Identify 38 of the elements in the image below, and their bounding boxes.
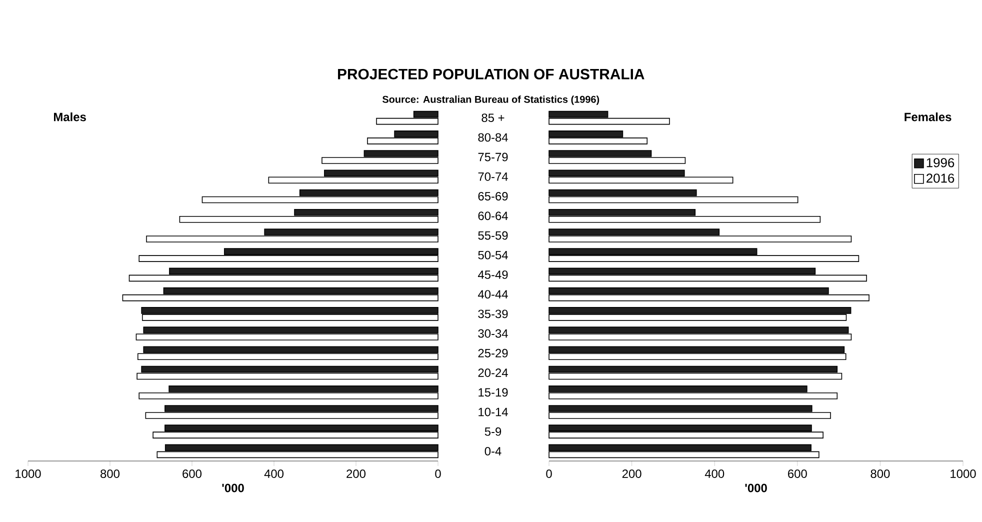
x-tick-label: 200 (346, 470, 366, 478)
y-tick-label: 5-9 (484, 427, 502, 436)
x-tick-label: 800 (100, 470, 120, 478)
x-tick-label: 600 (788, 470, 807, 478)
x-tick-label: 0 (435, 470, 441, 478)
y-tick-label: 20-24 (478, 368, 508, 377)
text: Source: Australian Bureau of Statistics (1996) (382, 96, 600, 105)
x-tick-label: 0 (546, 470, 552, 478)
y-tick-label: 70-74 (478, 172, 508, 181)
y-tick-label: 35-39 (478, 310, 508, 318)
text: PROJECTED POPULATION OF AUSTRALIA (338, 68, 644, 80)
y-tick-label: 85 + (482, 114, 504, 122)
y-tick-label: 55-59 (478, 231, 508, 240)
y-tick-label: 30-34 (478, 329, 508, 338)
x-tick-label: 200 (622, 470, 642, 478)
y-tick-label: 65-69 (478, 192, 508, 200)
y-axis-title: Males (54, 112, 86, 122)
y-axis-title: Females (904, 112, 952, 122)
y-tick-label: 50-54 (478, 250, 508, 260)
x-axis-title: '000 (222, 484, 244, 492)
x-tick-label: 1000 (950, 470, 976, 478)
y-tick-label: 0-4 (484, 446, 502, 456)
y-tick-label: 75-79 (478, 152, 508, 162)
x-tick-label: 400 (704, 470, 724, 478)
y-tick-label: 25-29 (478, 348, 508, 358)
legend-label: 1996 (926, 158, 954, 168)
x-tick-label: 400 (264, 470, 284, 478)
x-tick-label: 800 (870, 470, 890, 478)
y-tick-label: 80-84 (478, 133, 508, 142)
x-axis-title: '000 (745, 484, 767, 492)
y-tick-label: 45-49 (478, 270, 508, 279)
x-tick-label: 1000 (16, 470, 41, 478)
legend-label: 2016 (926, 174, 954, 183)
y-tick-label: 10-14 (478, 408, 508, 416)
x-tick-label: 600 (182, 470, 202, 478)
y-tick-label: 15-19 (478, 388, 508, 397)
y-tick-label: 60-64 (478, 212, 508, 220)
y-tick-label: 40-44 (478, 290, 508, 299)
